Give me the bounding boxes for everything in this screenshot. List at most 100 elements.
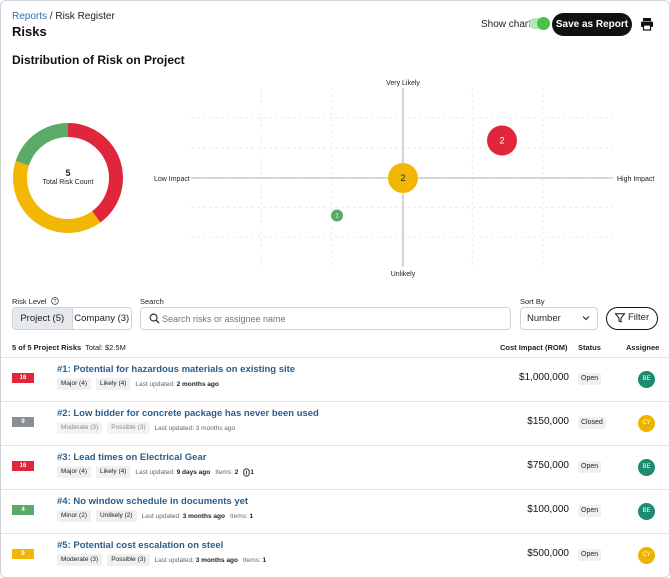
risk-tags: Moderate (3) Possible (3) Last updated: … xyxy=(57,554,266,566)
risk-title-link[interactable]: #3: Lead times on Electrical Gear xyxy=(57,452,207,463)
filter-button[interactable]: Filter xyxy=(606,307,658,330)
cost-impact: $500,000 xyxy=(527,548,569,559)
risk-bubble-2[interactable] xyxy=(388,163,418,193)
assignee-avatar[interactable]: CY xyxy=(638,547,655,564)
item-count: Items: 1 xyxy=(230,512,254,520)
risk-level-segmented: Project (5) Company (3) xyxy=(12,307,132,330)
impact-tag: Major (4) xyxy=(57,466,92,478)
item-count: Items: 2 xyxy=(215,468,239,476)
search-icon xyxy=(149,313,160,324)
cost-impact: $1,000,000 xyxy=(518,372,569,383)
last-updated: Last updated: 3 months ago xyxy=(154,424,236,432)
item-count: Items: 1 xyxy=(243,556,267,564)
risk-title-link[interactable]: #2: Low bidder for concrete package has … xyxy=(57,408,319,419)
risk-score-badge: 16 xyxy=(12,373,34,383)
risk-level-label: Risk Level ? xyxy=(12,297,59,306)
matrix-label-high-impact: High Impact xyxy=(617,176,654,183)
breadcrumb-reports-link[interactable]: Reports xyxy=(12,11,48,22)
matrix-label-unlikely: Unlikely xyxy=(391,271,416,278)
show-chart-toggle[interactable] xyxy=(529,17,550,30)
risk-tags: Moderate (3) Possible (3) Last updated: … xyxy=(57,422,235,434)
search-label: Search xyxy=(140,297,164,306)
assignee-avatar[interactable]: BE xyxy=(638,503,655,520)
risk-bubble-3[interactable] xyxy=(331,209,343,222)
breadcrumb: Reports / Risk Register xyxy=(12,11,115,22)
breadcrumb-separator: / xyxy=(47,11,56,22)
tab-company[interactable]: Company (3) xyxy=(74,313,130,324)
risk-count: 5 of 5 Project Risks xyxy=(12,343,82,352)
risk-count-donut xyxy=(13,123,123,233)
filter-label: Filter xyxy=(628,312,650,323)
search-input[interactable] xyxy=(162,311,502,326)
risk-score-badge: 9 xyxy=(12,417,34,427)
show-chart-label: Show chart xyxy=(481,19,532,30)
risk-tags: Major (4) Likely (4) Last updated: 2 mon… xyxy=(57,378,219,390)
status-badge: Open xyxy=(578,505,602,517)
risk-tags: Minor (2) Unlikely (2) Last updated: 3 m… xyxy=(57,510,253,522)
impact-tag: Major (4) xyxy=(57,378,92,390)
help-icon[interactable]: ? xyxy=(50,297,59,305)
donut-slice-medium xyxy=(13,161,101,233)
risk-row[interactable]: 16 #3: Lead times on Electrical Gear Maj… xyxy=(1,445,669,489)
attachment-count: 1 xyxy=(243,467,254,477)
last-updated: Last updated: 3 months ago xyxy=(141,512,225,520)
impact-tag: Moderate (3) xyxy=(57,554,103,566)
risk-row[interactable]: 9 #5: Potential cost escalation on steel… xyxy=(1,533,669,577)
sort-select[interactable]: Number xyxy=(520,307,598,330)
matrix-label-very-likely: Very Likely xyxy=(386,80,420,87)
matrix-bubbles: 2 2 1 xyxy=(331,125,517,222)
risk-title-link[interactable]: #1: Potential for hazardous materials on… xyxy=(57,364,296,375)
tab-project[interactable]: Project (5) xyxy=(13,308,73,329)
assignee-avatar[interactable]: CY xyxy=(638,415,655,432)
impact-tag: Minor (2) xyxy=(57,510,92,522)
column-assignee: Assignee xyxy=(626,343,660,352)
risk-score-badge: 16 xyxy=(12,461,34,471)
last-updated: Last updated: 2 months ago xyxy=(135,380,219,388)
donut-slice-high xyxy=(68,123,123,223)
risk-row[interactable]: 16 #1: Potential for hazardous materials… xyxy=(1,357,669,401)
risk-level-text: Risk Level xyxy=(12,297,47,306)
risk-bubble-label: 2 xyxy=(400,173,405,183)
risk-matrix: Very Likely Unlikely Low Impact High Imp… xyxy=(154,80,654,278)
risk-bubble-label: 1 xyxy=(335,214,339,220)
column-status: Status xyxy=(578,343,601,352)
matrix-label-low-impact: Low Impact xyxy=(154,176,190,183)
donut-total: 5 xyxy=(65,168,71,178)
last-updated: Last updated: 3 months ago xyxy=(154,556,239,564)
risk-title-link[interactable]: #4: No window schedule in documents yet xyxy=(57,496,249,507)
risk-bubble-label: 2 xyxy=(499,136,504,146)
likelihood-tag: Possible (3) xyxy=(107,422,150,434)
likelihood-tag: Possible (3) xyxy=(107,554,150,566)
search-box xyxy=(140,307,511,330)
cost-impact: $100,000 xyxy=(527,504,569,515)
likelihood-tag: Unlikely (2) xyxy=(96,510,137,522)
risk-score-badge: 9 xyxy=(12,549,34,559)
risk-row[interactable]: 9 #2: Low bidder for concrete package ha… xyxy=(1,401,669,445)
assignee-avatar[interactable]: BE xyxy=(638,371,655,388)
chart-title: Distribution of Risk on Project xyxy=(12,53,185,67)
risk-title-link[interactable]: #5: Potential cost escalation on steel xyxy=(57,540,224,551)
print-icon[interactable] xyxy=(640,17,654,31)
sort-label: Sort By xyxy=(520,297,545,306)
impact-tag: Moderate (3) xyxy=(57,422,103,434)
risk-score-badge: 4 xyxy=(12,505,34,515)
donut-slice-low xyxy=(15,123,69,166)
status-badge: Closed xyxy=(578,417,606,429)
page-title: Risks xyxy=(12,24,47,39)
cost-impact: $150,000 xyxy=(527,416,569,427)
risk-total: Total: $2.5M xyxy=(85,343,126,352)
assignee-avatar[interactable]: BE xyxy=(638,459,655,476)
status-badge: Open xyxy=(578,461,602,473)
svg-text:?: ? xyxy=(53,299,56,305)
risk-row[interactable]: 4 #4: No window schedule in documents ye… xyxy=(1,489,669,533)
column-cost-impact: Cost Impact (ROM) xyxy=(500,343,568,352)
breadcrumb-current: Risk Register xyxy=(55,11,115,22)
status-badge: Open xyxy=(578,373,602,385)
status-badge: Open xyxy=(578,549,602,561)
sort-value: Number xyxy=(527,313,561,324)
save-as-report-button[interactable]: Save as Report xyxy=(552,13,632,36)
risk-bubble-1[interactable] xyxy=(487,125,517,156)
risk-tags: Major (4) Likely (4) Last updated: 9 day… xyxy=(57,466,254,478)
toggle-knob xyxy=(537,17,550,30)
